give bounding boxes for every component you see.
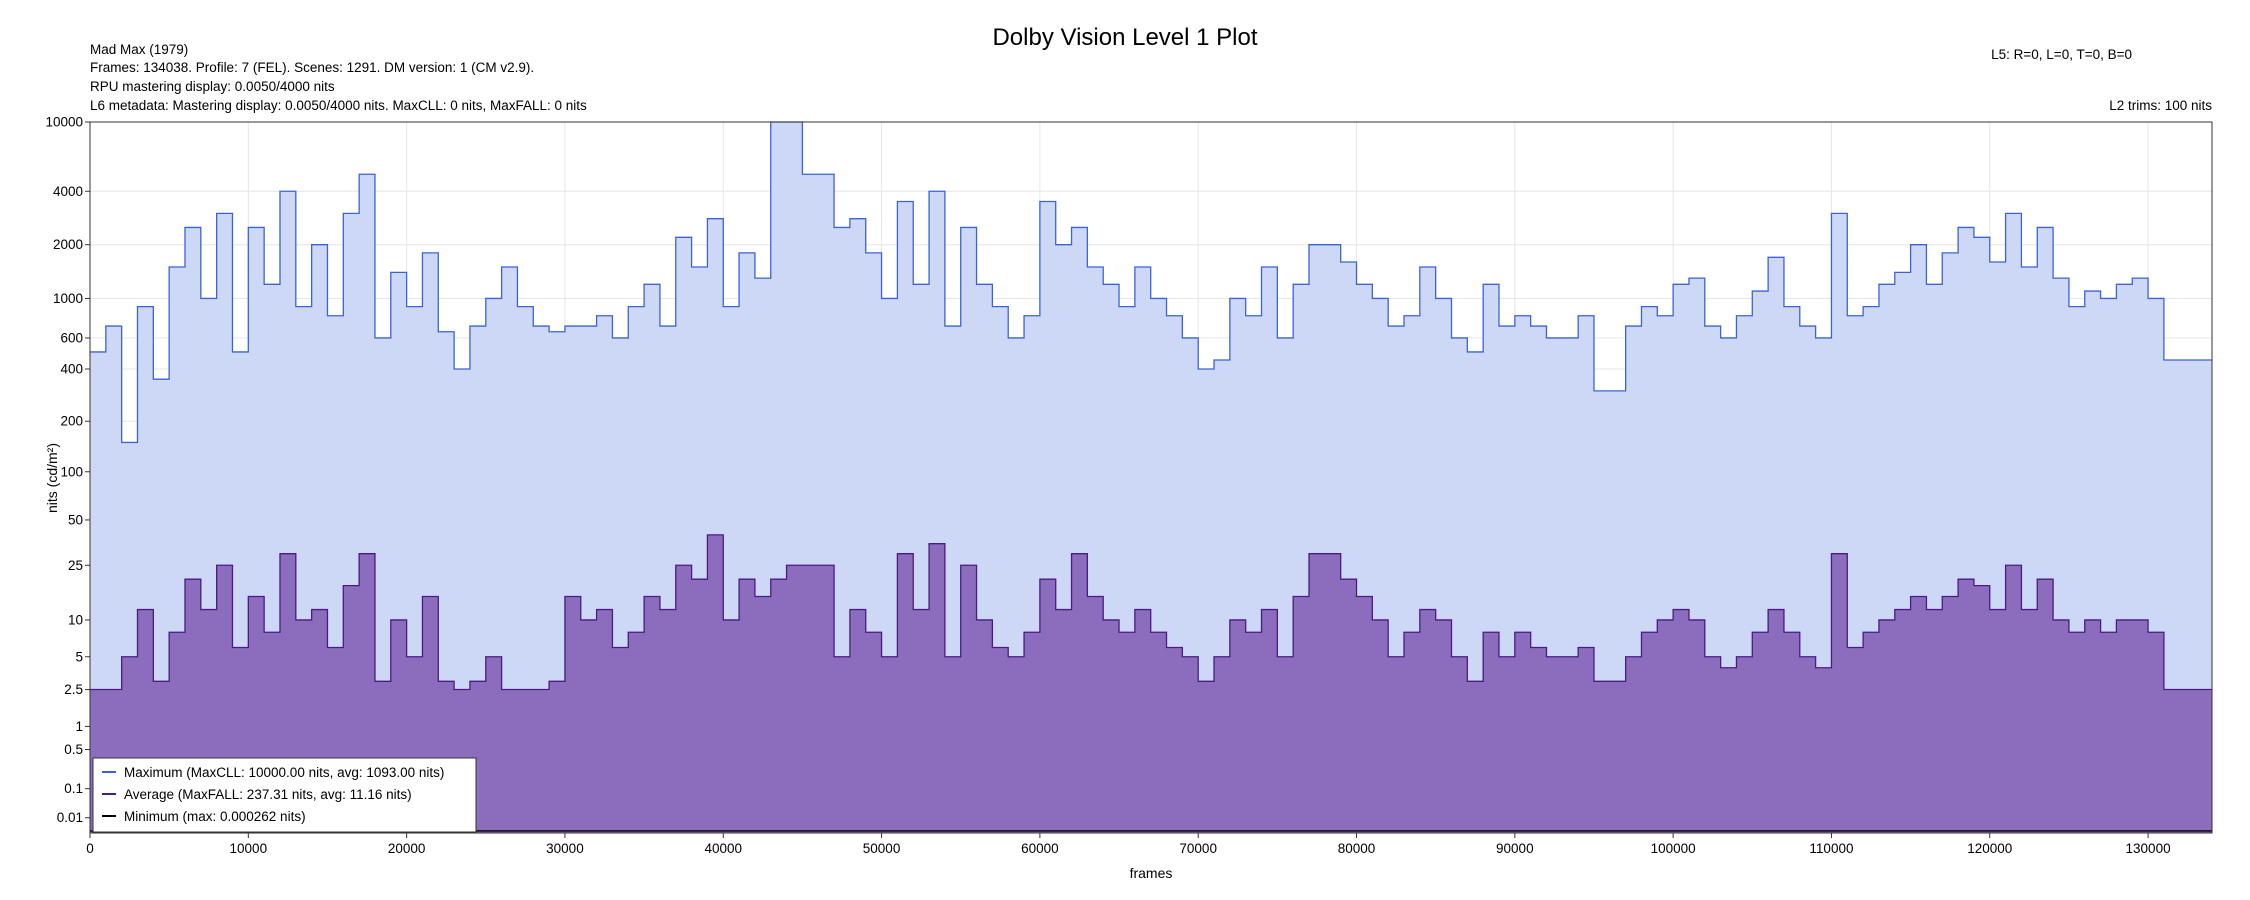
legend-label-maximum: Maximum (MaxCLL: 10000.00 nits, avg: 109… (124, 765, 444, 780)
chart-title: Dolby Vision Level 1 Plot (992, 24, 1257, 51)
x-tick-label: 60000 (1021, 841, 1059, 856)
x-tick-label: 70000 (1179, 841, 1217, 856)
y-tick-label: 600 (60, 330, 83, 345)
info-rpu-line: RPU mastering display: 0.0050/4000 nits (90, 79, 335, 94)
y-tick-label: 10 (68, 612, 83, 627)
x-tick-label: 90000 (1496, 841, 1534, 856)
x-tick-label: 10000 (230, 841, 268, 856)
x-tick-label: 0 (86, 841, 94, 856)
legend-box (92, 757, 477, 833)
x-tick-label: 80000 (1338, 841, 1376, 856)
info-l5: L5: R=0, L=0, T=0, B=0 (1991, 47, 2132, 62)
y-tick-label: 5 (75, 649, 83, 664)
y-tick-label: 10000 (45, 115, 83, 130)
info-title-line: Mad Max (1979) (90, 42, 188, 57)
y-tick-label: 4000 (53, 184, 83, 199)
y-tick-label: 2000 (53, 237, 83, 252)
x-tick-label: 30000 (546, 841, 584, 856)
y-axis: 0.01 0.1 0.5 1 2.5 5 10 25 50 100 200 400 600 1000 200… (45, 115, 90, 825)
average-series (90, 534, 2212, 833)
y-tick-label: 200 (60, 414, 83, 429)
info-l2: L2 trims: 100 nits (2109, 98, 2212, 113)
x-tick-label: 100000 (1651, 841, 1696, 856)
x-tick-label: 50000 (863, 841, 901, 856)
legend-label-average: Average (MaxFALL: 237.31 nits, avg: 11.1… (124, 787, 412, 802)
x-tick-label: 20000 (388, 841, 426, 856)
y-tick-label: 2.5 (64, 682, 83, 697)
y-tick-label: 0.1 (64, 781, 83, 796)
x-tick-label: 110000 (1809, 841, 1853, 856)
y-axis-label: nits (cd/m²) (44, 443, 60, 513)
y-tick-label: 100 (60, 464, 83, 479)
maximum-line (90, 121, 2212, 444)
average-line (90, 534, 2212, 691)
x-axis: 0 10000 20000 30000 40000 50000 60000 70000 8000… (86, 833, 2171, 856)
y-tick-label: 400 (60, 362, 83, 377)
y-tick-label: 50 (68, 512, 83, 527)
info-frames-line: Frames: 134038. Profile: 7 (FEL). Scenes… (90, 60, 534, 75)
average-area (90, 534, 2212, 833)
legend-label-minimum: Minimum (max: 0.000262 nits) (124, 809, 306, 824)
x-tick-label: 130000 (2126, 841, 2171, 856)
x-tick-label: 40000 (704, 841, 742, 856)
x-axis-label: frames (1130, 865, 1173, 881)
y-tick-label: 0.5 (64, 742, 83, 757)
plot-frame (89, 121, 2213, 834)
info-l6-line: L6 metadata: Mastering display: 0.0050/4… (90, 98, 587, 113)
y-tick-label: 1 (75, 719, 83, 734)
y-tick-label: 25 (68, 558, 83, 573)
legend: Maximum (MaxCLL: 10000.00 nits, avg: 109… (92, 757, 477, 833)
y-tick-label: 0.01 (57, 810, 83, 825)
x-tick-label: 120000 (1967, 841, 2012, 856)
y-tick-label: 1000 (53, 291, 83, 306)
